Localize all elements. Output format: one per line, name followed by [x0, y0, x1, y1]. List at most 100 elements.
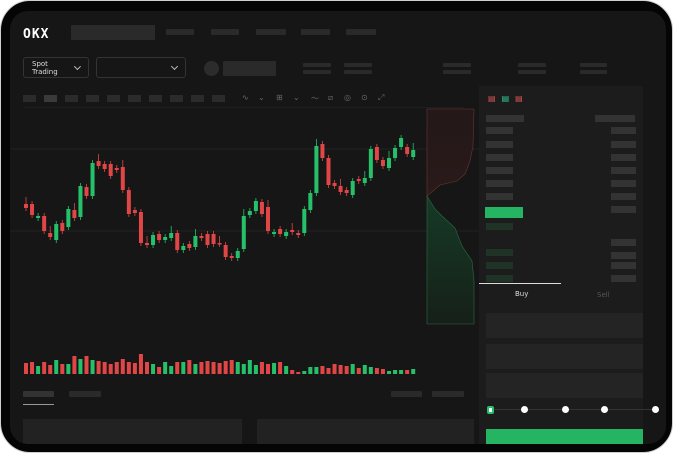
tab-order-history[interactable]	[69, 391, 101, 397]
bid-price	[486, 249, 513, 256]
price-input[interactable]	[486, 313, 643, 338]
chevron-down-icon	[74, 62, 82, 70]
nav-item[interactable]	[301, 29, 330, 35]
volume-bar	[24, 363, 28, 374]
slider-step-75[interactable]	[601, 406, 608, 413]
volume-bar	[187, 360, 192, 374]
tab-sell[interactable]: Sell	[597, 291, 610, 299]
nav-item[interactable]	[166, 29, 194, 35]
buy-button[interactable]	[486, 429, 643, 444]
candle	[145, 243, 149, 245]
depth-bids	[426, 194, 475, 325]
interval-button[interactable]	[149, 95, 162, 102]
bid-amount	[611, 252, 636, 259]
tab-buy[interactable]: Buy	[515, 290, 529, 298]
volume-bar	[169, 366, 174, 374]
ask-price	[486, 193, 513, 200]
interval-button[interactable]	[107, 95, 120, 102]
volume-bar	[181, 362, 186, 374]
volume-bar	[290, 370, 295, 374]
candle	[187, 244, 192, 248]
indicator-icon[interactable]: ∿	[242, 93, 249, 102]
volume-bar	[247, 360, 252, 374]
interval-button[interactable]	[86, 95, 99, 102]
interval-button[interactable]	[23, 95, 36, 102]
interval-button[interactable]	[170, 95, 183, 102]
nav-item[interactable]	[256, 29, 286, 35]
volume-bar	[96, 361, 101, 374]
candle	[36, 216, 41, 218]
candle	[411, 150, 416, 157]
slider-step-50[interactable]	[562, 406, 569, 413]
ask-price	[486, 154, 513, 161]
total-input[interactable]	[486, 373, 643, 398]
slider-track[interactable]	[490, 409, 656, 410]
filter-button[interactable]	[432, 391, 464, 397]
volume-bar	[387, 371, 391, 374]
candle	[223, 245, 228, 257]
volume-bar	[350, 364, 355, 374]
ticker-stat	[303, 70, 331, 74]
volume-bar	[199, 362, 204, 374]
candle	[308, 193, 313, 210]
nav-item[interactable]	[211, 29, 239, 35]
candle	[350, 181, 355, 195]
volume-bar	[278, 362, 283, 374]
volume-bar	[302, 371, 307, 374]
draw-tool-icon[interactable]: ⧄	[328, 93, 334, 102]
volume-bar	[48, 365, 53, 374]
candle	[302, 209, 307, 233]
fullscreen-icon[interactable]: ⤢	[378, 93, 385, 102]
amount-input[interactable]	[486, 344, 643, 369]
ask-amount	[611, 167, 636, 174]
trading-mode-select[interactable]: Spot Trading	[23, 57, 89, 78]
dropdown-icon[interactable]: ⌄	[293, 93, 300, 102]
candle	[405, 147, 410, 154]
ticker-stat	[580, 63, 607, 67]
orderbook-view-icons[interactable]: ▤▤▤	[488, 94, 529, 103]
order-card	[257, 419, 474, 444]
interval-button[interactable]	[212, 95, 225, 102]
tab-open-orders[interactable]	[23, 391, 54, 397]
settings-icon[interactable]: ⊙	[361, 93, 368, 102]
candle	[66, 209, 71, 227]
candle	[241, 216, 246, 249]
filter-button[interactable]	[391, 391, 422, 397]
nav-item[interactable]	[346, 29, 376, 35]
interval-button[interactable]	[128, 95, 141, 102]
ask-price	[486, 141, 513, 148]
measure-icon[interactable]: ◎	[344, 93, 351, 102]
volume-bar	[163, 362, 168, 374]
candle	[72, 210, 77, 218]
slider-handle[interactable]	[487, 406, 494, 414]
pair-select[interactable]	[96, 57, 186, 78]
slider-step-25[interactable]	[521, 406, 528, 413]
active-tab-underline	[479, 283, 561, 284]
candle	[175, 233, 180, 250]
interval-button[interactable]	[44, 95, 57, 102]
search-bar[interactable]	[71, 25, 155, 40]
last-price	[485, 207, 523, 218]
chart-type-icon[interactable]: ⊞	[276, 93, 283, 102]
candle	[84, 187, 89, 196]
volume-bar	[344, 366, 349, 374]
volume-bar	[126, 362, 131, 374]
candle	[60, 223, 65, 231]
candle	[229, 256, 234, 258]
ticker-stat	[303, 63, 331, 67]
candle	[138, 212, 143, 243]
candle	[151, 235, 156, 245]
line-tool-icon[interactable]: 〜	[311, 94, 319, 103]
candle	[356, 179, 361, 181]
volume-bar	[90, 360, 95, 374]
ticker-stat	[443, 70, 471, 74]
volume-bar	[253, 365, 258, 374]
interval-button[interactable]	[65, 95, 78, 102]
dropdown-icon[interactable]: ⌄	[258, 93, 265, 102]
volume-bar	[102, 362, 107, 374]
bid-price	[486, 223, 513, 230]
candle	[163, 237, 168, 240]
slider-step-100[interactable]	[652, 406, 659, 413]
interval-button[interactable]	[191, 95, 204, 102]
